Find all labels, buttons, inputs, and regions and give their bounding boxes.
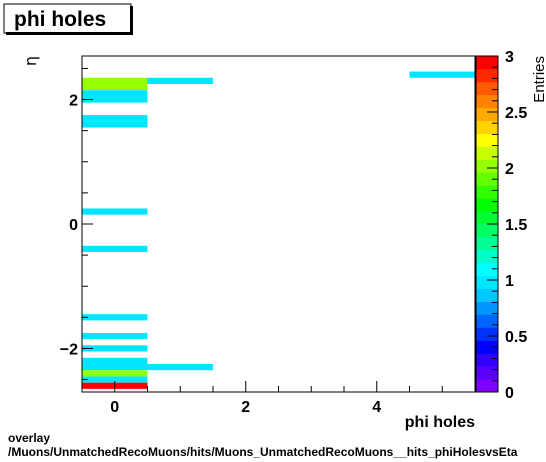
heatmap-cell-4	[82, 115, 148, 122]
heatmap-cell-12	[82, 364, 148, 371]
z-tick-label: 1.5	[505, 217, 527, 234]
palette-swatch	[476, 224, 498, 238]
z-axis-label: Entries	[531, 56, 546, 103]
heatmap-cell-2	[82, 90, 148, 97]
heatmap-cell-11	[82, 357, 148, 364]
y-tick-label: 0	[69, 217, 78, 234]
footer-line-1: overlay	[8, 431, 51, 445]
y-tick-label: −2	[60, 341, 78, 358]
z-tick-label: 1	[505, 273, 514, 290]
color-palette: 0 0.5 1 1.5 2 2.5 3	[475, 49, 527, 402]
palette-swatch	[476, 327, 498, 341]
y-tick-label: 2	[69, 93, 78, 110]
palette-swatch	[476, 288, 498, 302]
heatmap-cell-18	[409, 71, 475, 78]
palette-swatch	[476, 314, 498, 328]
palette-swatch	[476, 120, 498, 134]
z-tick-label: 0	[505, 385, 514, 402]
palette-swatch	[476, 275, 498, 290]
heatmap-cell-17	[147, 364, 213, 371]
z-tick-label: 2.5	[505, 105, 527, 122]
palette-swatch	[476, 185, 498, 199]
heatmap-cell-6	[82, 208, 148, 215]
x-axis-label: phi holes	[405, 414, 475, 431]
palette-swatch	[476, 172, 498, 186]
plot-frame	[81, 55, 476, 393]
palette-swatch	[476, 301, 498, 315]
palette-swatch	[476, 94, 498, 109]
heatmap-cell-0	[82, 77, 148, 84]
title-box: phi holes	[3, 3, 133, 35]
heatmap-cell-14	[82, 376, 148, 383]
chart-title: phi holes	[14, 8, 106, 31]
z-tick-label: 3	[505, 49, 514, 66]
x-tick-label: 2	[241, 399, 250, 416]
palette-swatch	[476, 211, 498, 225]
palette-swatch	[476, 353, 498, 367]
palette-swatch	[476, 159, 498, 173]
palette-swatch	[476, 81, 498, 96]
x-tick-label: 0	[110, 399, 119, 416]
palette-swatch	[476, 366, 498, 380]
palette-swatch	[476, 146, 498, 160]
heatmap-cell-16	[147, 77, 213, 84]
z-tick-label: 2	[505, 161, 514, 178]
palette-swatch	[476, 236, 498, 251]
x-tick-label: 4	[372, 399, 381, 416]
palette-swatch	[476, 249, 498, 264]
heatmap-cell-8	[82, 314, 148, 321]
heatmap-cell-5	[82, 121, 148, 128]
y-axis-label: η	[21, 56, 40, 66]
palette-swatch	[476, 107, 498, 122]
z-tick-label: 0.5	[505, 329, 527, 346]
heatmap-cell-7	[82, 245, 148, 252]
heatmap-cell-13	[82, 370, 148, 377]
heatmap-cell-3	[82, 96, 148, 103]
palette-swatch	[476, 56, 498, 70]
palette-swatch	[476, 198, 498, 212]
palette-swatch	[476, 68, 498, 83]
palette-swatch	[476, 262, 498, 277]
palette-swatch	[476, 379, 498, 393]
heatmap-cell-9	[82, 332, 148, 340]
heatmap-cells	[82, 71, 475, 389]
heatmap-cell-10	[82, 345, 148, 352]
footer-line-2: /Muons/UnmatchedRecoMuons/hits/Muons_Unm…	[8, 445, 518, 459]
palette-swatch	[476, 133, 498, 147]
palette-swatch	[476, 340, 498, 354]
heatmap-cell-1	[82, 84, 148, 91]
axes: 0 2 4 −2 0 2	[60, 67, 476, 416]
